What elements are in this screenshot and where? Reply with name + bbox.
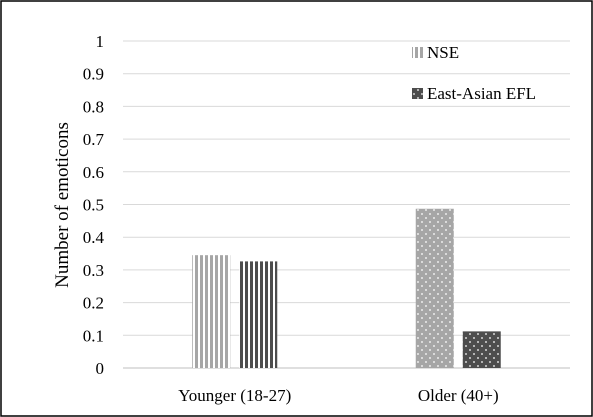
legend-swatch bbox=[412, 88, 423, 99]
x-tick-label: Younger (18-27) bbox=[178, 386, 291, 405]
y-tick-label: 0 bbox=[96, 359, 105, 378]
y-tick-label: 0.4 bbox=[83, 228, 105, 247]
y-tick-label: 0.7 bbox=[83, 130, 105, 149]
legend-swatch bbox=[412, 47, 423, 58]
y-tick-label: 0.2 bbox=[83, 294, 104, 313]
bar-east-asian-efl-0 bbox=[239, 261, 278, 368]
y-tick-label: 0.5 bbox=[83, 196, 104, 215]
y-tick-label: 0.6 bbox=[83, 163, 104, 182]
x-axis-labels: Younger (18-27) Older (40+) bbox=[178, 386, 498, 405]
legend-label: East-Asian EFL bbox=[427, 84, 536, 103]
y-tick-label: 0.3 bbox=[83, 261, 104, 280]
y-tick-label: 1 bbox=[96, 32, 105, 51]
y-tick-label: 0.9 bbox=[83, 65, 104, 84]
y-axis-title: Number of emoticons bbox=[52, 122, 73, 288]
x-tick-label: Older (40+) bbox=[418, 386, 499, 405]
y-tick-label: 0.1 bbox=[83, 326, 104, 345]
bar-nse-0 bbox=[192, 255, 231, 368]
bar-east-asian-efl-1 bbox=[462, 331, 501, 368]
bars bbox=[192, 208, 501, 368]
y-axis-ticks: 0 0.1 0.2 0.3 0.4 0.5 0.6 0.7 0.8 0.9 1 bbox=[83, 32, 105, 378]
legend-label: NSE bbox=[427, 43, 459, 62]
y-tick-label: 0.8 bbox=[83, 97, 104, 116]
bar-nse-1 bbox=[415, 208, 454, 368]
legend: NSE East-Asian EFL bbox=[412, 43, 536, 103]
